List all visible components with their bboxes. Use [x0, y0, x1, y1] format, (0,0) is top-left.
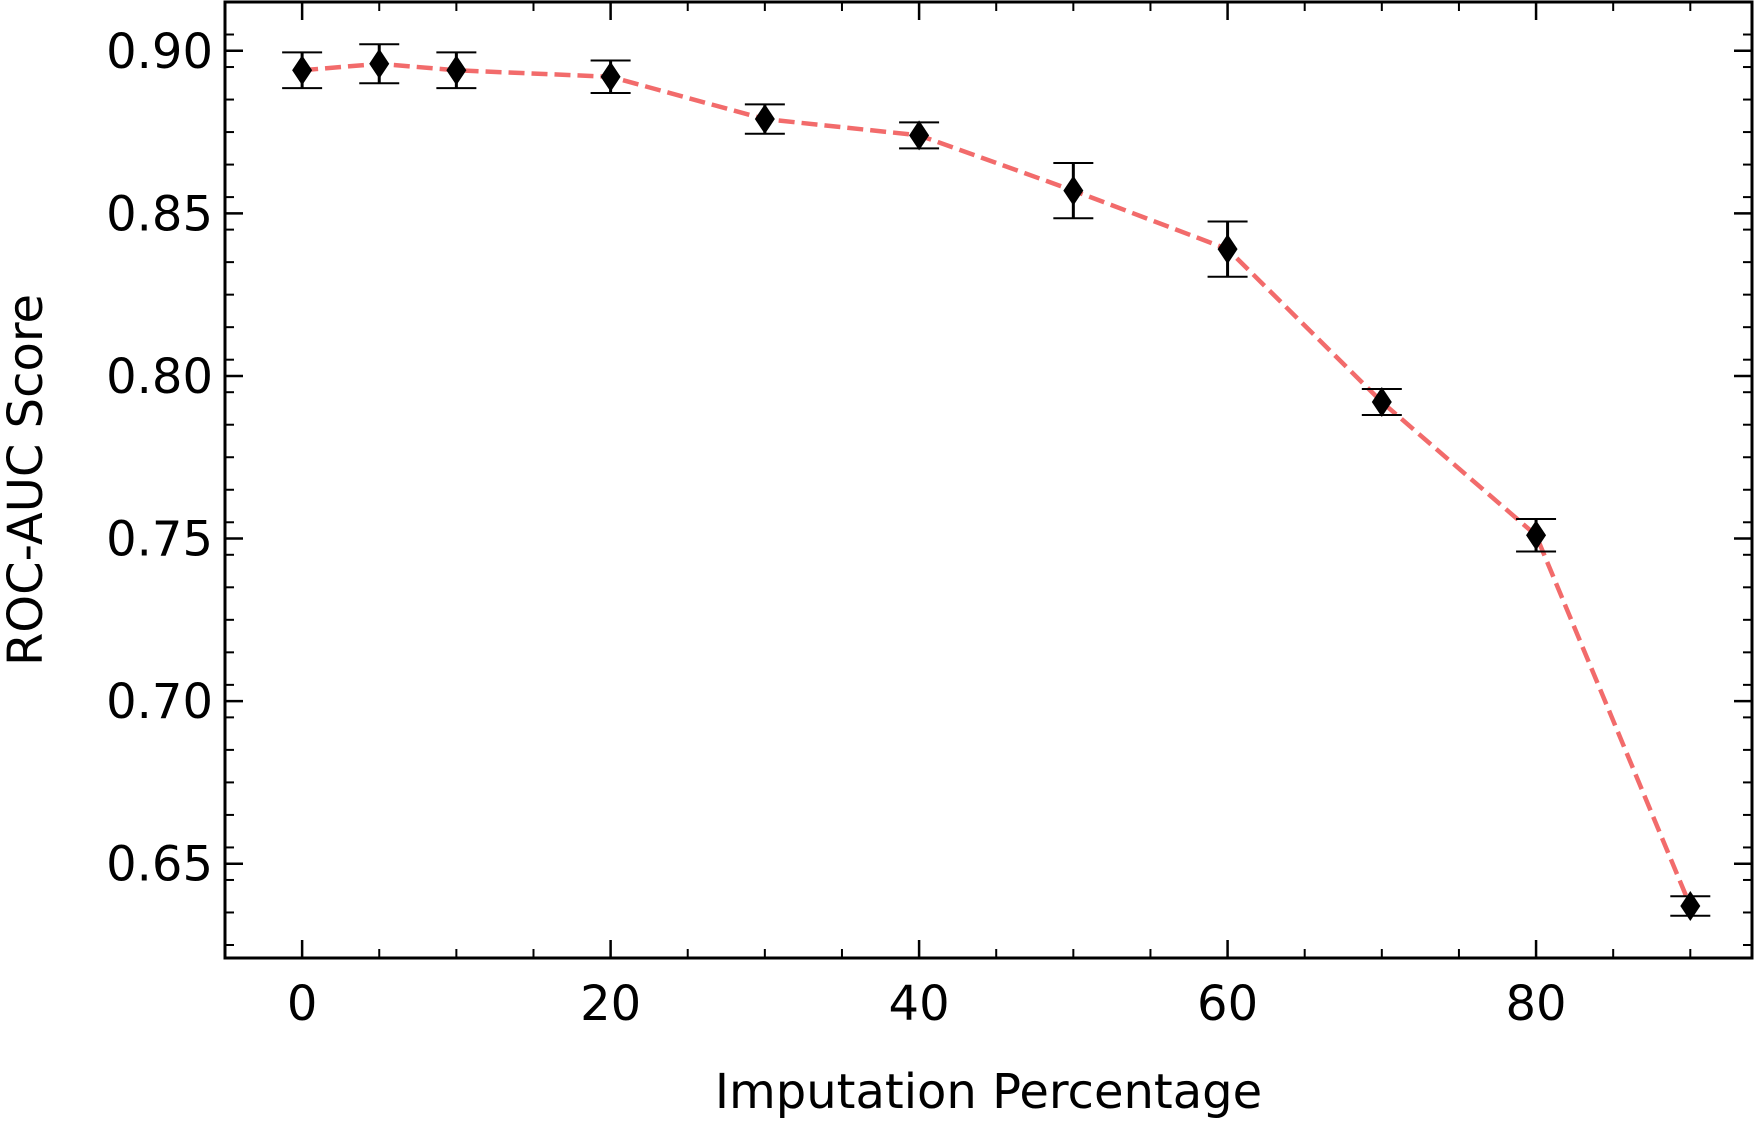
y-tick-label: 0.75: [106, 512, 213, 568]
data-point: [369, 48, 390, 79]
plot-area: 0 20 40 60 80 0.65 0.70 0.75 0.80 0.85 0.90: [106, 0, 1754, 1032]
x-tick-label: 20: [580, 976, 641, 1032]
data-point: [292, 55, 313, 86]
data-point: [1217, 234, 1238, 265]
y-tick-label: 0.85: [106, 186, 213, 242]
x-tick-label: 80: [1506, 976, 1567, 1032]
y-axis-label: ROC-AUC Score: [0, 294, 54, 666]
series-line: [301, 61, 1693, 907]
data-point: [1526, 520, 1547, 551]
data-point: [909, 120, 930, 151]
data-point: [600, 61, 621, 92]
y-tick-label: 0.90: [106, 24, 213, 80]
y-tick-label: 0.65: [106, 837, 213, 893]
data-point: [1680, 890, 1701, 921]
data-point: [1371, 386, 1392, 417]
x-tick-label: 0: [287, 976, 318, 1032]
data-point: [446, 55, 467, 86]
x-axis-label: Imputation Percentage: [715, 1064, 1262, 1120]
x-tick-label: 60: [1197, 976, 1258, 1032]
x-tick-label: 40: [889, 976, 950, 1032]
y-tick-label: 0.70: [106, 674, 213, 730]
data-point: [754, 104, 775, 135]
data-point: [1063, 175, 1084, 206]
y-tick-label: 0.80: [106, 349, 213, 405]
plot-frame: [223, 0, 1754, 960]
